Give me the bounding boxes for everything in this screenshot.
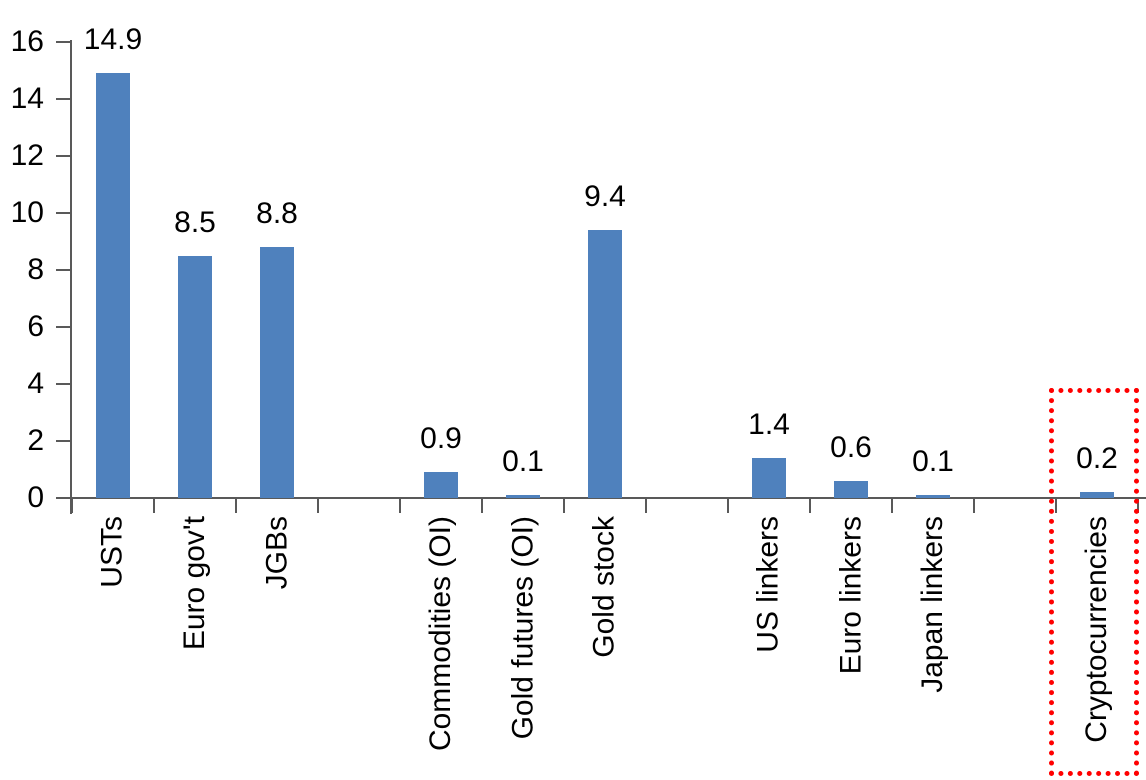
y-axis-tick xyxy=(56,41,71,43)
bar xyxy=(424,472,458,498)
x-axis-tick xyxy=(71,499,73,513)
x-axis-category-label-text: Euro linkers xyxy=(834,516,867,675)
y-axis-tick-label: 8 xyxy=(27,253,44,286)
x-axis-tick xyxy=(1055,499,1057,513)
bar-value-label: 14.9 xyxy=(83,23,143,56)
y-axis-tick-label: 4 xyxy=(27,367,44,400)
y-axis-tick xyxy=(56,383,71,385)
y-axis-tick xyxy=(56,98,71,100)
bar-value-label: 0.1 xyxy=(502,445,544,478)
bar-value-label: 0.6 xyxy=(830,431,872,464)
highlight-box xyxy=(1049,388,1139,776)
x-axis-tick xyxy=(645,499,647,513)
bar-value-label: 0.2 xyxy=(1076,442,1118,475)
x-axis-tick xyxy=(235,499,237,513)
bar-value-label: 0.1 xyxy=(912,445,954,478)
x-axis-line xyxy=(56,497,1146,499)
y-axis-tick-label: 10 xyxy=(10,196,44,229)
x-axis-category-label-text: USTs xyxy=(96,516,129,588)
x-axis-tick xyxy=(563,499,565,513)
bar xyxy=(96,73,130,498)
bar-value-label: 8.5 xyxy=(174,206,216,239)
x-axis-tick xyxy=(317,499,319,513)
x-axis-category-label-text: JGBs xyxy=(260,516,293,590)
y-axis-tick xyxy=(56,155,71,157)
y-axis-tick-label: 0 xyxy=(27,481,44,514)
bar-value-label: 0.9 xyxy=(420,422,462,455)
y-axis-line xyxy=(70,40,72,514)
x-axis-tick xyxy=(399,499,401,513)
x-axis-tick xyxy=(727,499,729,513)
y-axis-tick xyxy=(56,269,71,271)
x-axis-category-label-text: Japan linkers xyxy=(916,516,949,693)
y-axis-tick xyxy=(56,497,71,499)
x-axis-tick xyxy=(891,499,893,513)
x-axis-tick xyxy=(809,499,811,513)
x-axis-category-label-text: Commodities (OI) xyxy=(424,516,457,752)
x-axis-category-label-text: Euro gov't xyxy=(178,516,211,651)
y-axis-tick xyxy=(56,212,71,214)
bar xyxy=(834,481,868,498)
x-axis-tick xyxy=(481,499,483,513)
bar xyxy=(260,247,294,498)
x-axis-tick xyxy=(153,499,155,513)
bar-value-label: 9.4 xyxy=(584,180,626,213)
bar xyxy=(1080,492,1114,498)
bar-value-label: 1.4 xyxy=(748,408,790,441)
x-axis-tick xyxy=(973,499,975,513)
y-axis-tick-label: 14 xyxy=(10,82,44,115)
bar xyxy=(178,256,212,498)
y-axis-tick-label: 16 xyxy=(10,25,44,58)
y-axis-tick xyxy=(56,326,71,328)
bar xyxy=(506,495,540,498)
y-axis-tick-label: 6 xyxy=(27,310,44,343)
x-axis-category-label-text: Gold futures (OI) xyxy=(506,516,539,740)
y-axis-tick-label: 2 xyxy=(27,424,44,457)
y-axis-tick xyxy=(56,440,71,442)
x-axis-category-label-text: US linkers xyxy=(752,516,785,653)
bar xyxy=(916,495,950,498)
bar xyxy=(588,230,622,498)
y-axis-tick-label: 12 xyxy=(10,139,44,172)
bar xyxy=(752,458,786,498)
x-axis-category-label-text: Gold stock xyxy=(588,516,621,658)
bar-value-label: 8.8 xyxy=(256,197,298,230)
